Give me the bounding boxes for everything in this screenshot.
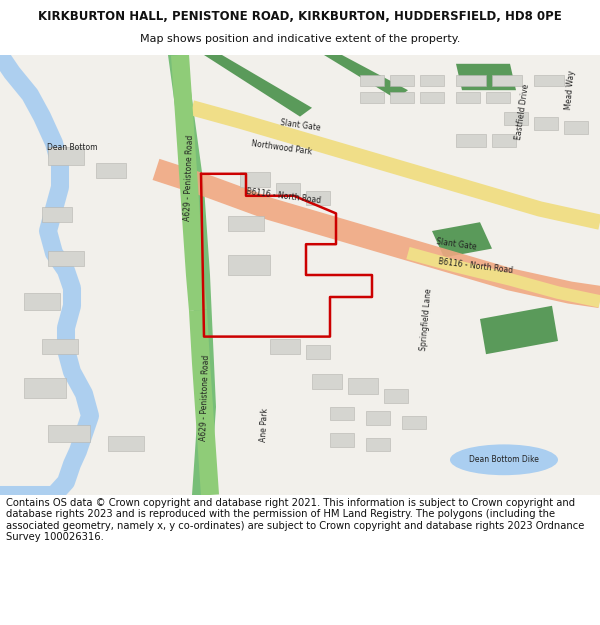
Bar	[384, 389, 408, 402]
Ellipse shape	[450, 444, 558, 475]
Bar	[534, 75, 564, 86]
Bar	[276, 182, 300, 196]
Bar	[402, 416, 426, 429]
Bar	[366, 411, 390, 424]
Bar	[24, 292, 60, 310]
Text: B6116 - North Road: B6116 - North Road	[246, 187, 322, 205]
Bar	[534, 117, 558, 130]
Polygon shape	[168, 55, 216, 495]
Bar	[24, 378, 66, 398]
Bar	[48, 148, 84, 165]
Bar	[360, 75, 384, 86]
Text: Slant Gate: Slant Gate	[280, 118, 320, 132]
Bar	[312, 374, 342, 389]
Bar	[96, 162, 126, 178]
Polygon shape	[432, 222, 492, 258]
Bar	[240, 172, 270, 187]
Text: A629 - Penistone Road: A629 - Penistone Road	[199, 355, 211, 441]
Bar	[348, 378, 378, 394]
Text: Springfield Lane: Springfield Lane	[419, 288, 433, 351]
Bar	[270, 339, 300, 354]
Text: Eastfield Drive: Eastfield Drive	[514, 84, 530, 141]
Text: B6116 - North Road: B6116 - North Road	[438, 257, 514, 275]
Text: Dean Bottom: Dean Bottom	[47, 143, 97, 152]
Text: Slant Gate: Slant Gate	[436, 237, 476, 251]
Bar	[420, 92, 444, 103]
Bar	[228, 216, 264, 231]
Bar	[330, 433, 354, 447]
Bar	[108, 436, 144, 451]
Bar	[306, 191, 330, 204]
Bar	[492, 75, 522, 86]
Text: A629 - Penistone Road: A629 - Penistone Road	[183, 135, 195, 221]
Polygon shape	[456, 64, 516, 90]
Bar	[492, 134, 516, 148]
Bar	[504, 112, 528, 126]
Bar	[564, 121, 588, 134]
Bar	[456, 134, 486, 148]
Bar	[48, 424, 90, 442]
Bar	[390, 75, 414, 86]
Polygon shape	[204, 55, 312, 117]
Bar	[360, 92, 384, 103]
Text: Northwood Park: Northwood Park	[251, 139, 313, 156]
Bar	[456, 92, 480, 103]
Text: Mead Way: Mead Way	[564, 70, 576, 110]
Bar	[48, 251, 84, 266]
Text: Dean Bottom Dike: Dean Bottom Dike	[469, 455, 539, 464]
Bar	[420, 75, 444, 86]
Polygon shape	[324, 55, 408, 99]
Bar	[486, 92, 510, 103]
Bar	[366, 438, 390, 451]
Bar	[306, 346, 330, 359]
Text: KIRKBURTON HALL, PENISTONE ROAD, KIRKBURTON, HUDDERSFIELD, HD8 0PE: KIRKBURTON HALL, PENISTONE ROAD, KIRKBUR…	[38, 10, 562, 23]
Bar	[228, 255, 270, 275]
Text: Map shows position and indicative extent of the property.: Map shows position and indicative extent…	[140, 34, 460, 44]
Text: Ane Park: Ane Park	[259, 408, 269, 442]
Bar	[42, 207, 72, 222]
Bar	[42, 339, 78, 354]
Bar	[330, 407, 354, 420]
Bar	[390, 92, 414, 103]
Bar	[456, 75, 486, 86]
Polygon shape	[480, 306, 558, 354]
Text: Contains OS data © Crown copyright and database right 2021. This information is : Contains OS data © Crown copyright and d…	[6, 498, 584, 542]
